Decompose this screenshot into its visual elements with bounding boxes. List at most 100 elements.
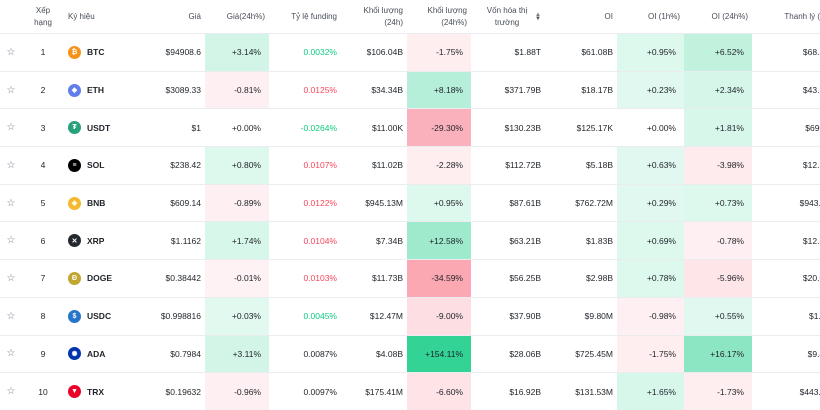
- volume-cell: $11.00K: [341, 108, 407, 147]
- volume-cell: $175.41M: [341, 372, 407, 410]
- oi-column-header[interactable]: OI: [604, 11, 613, 21]
- star-icon[interactable]: ☆: [6, 272, 16, 284]
- symbol-cell[interactable]: $ USDC: [64, 296, 142, 335]
- star-icon[interactable]: ☆: [6, 348, 16, 360]
- star-icon[interactable]: ☆: [6, 197, 16, 209]
- volume-cell: $34.34B: [341, 70, 407, 109]
- coin-label: $ USDC: [68, 309, 111, 323]
- price-cell: $0.7984: [142, 334, 205, 373]
- market-cap-cell: $56.25B: [471, 259, 545, 298]
- coin-label: ◆ ETH: [68, 83, 104, 97]
- table-row[interactable]: ☆ 1 ₿ BTC $94908.6 +3.14% 0.0032% $106.04B -1.75…: [0, 33, 820, 72]
- volume-column-header[interactable]: Khối lượng (24h): [363, 5, 403, 27]
- oi-24h-cell: -0.78%: [684, 221, 752, 260]
- volume-change-column-header[interactable]: Khối lượng (24h%): [427, 5, 467, 27]
- funding-cell: 0.0122%: [269, 183, 341, 222]
- table-row[interactable]: ☆ 5 ◈ BNB $609.14 -0.89% 0.0122% $945.13M +0.95%…: [0, 183, 820, 222]
- favorite-cell: ☆: [0, 259, 22, 298]
- price-change-cell: -0.81%: [205, 70, 269, 109]
- star-icon[interactable]: ☆: [6, 122, 16, 134]
- liquidation-cell: $943.50K: [752, 183, 820, 222]
- star-icon[interactable]: ☆: [6, 310, 16, 322]
- table-row[interactable]: ☆ 7 Ð DOGE $0.38442 -0.01% 0.0103% $11.73B -34.5…: [0, 259, 820, 298]
- coin-label: Ð DOGE: [68, 271, 113, 285]
- table-row[interactable]: ☆ 6 ✕ XRP $1.1162 +1.74% 0.0104% $7.34B +12.58% $…: [0, 221, 820, 260]
- star-icon[interactable]: ☆: [6, 386, 16, 398]
- price-cell: $0.19632: [142, 372, 205, 410]
- symbol-cell[interactable]: ₮ USDT: [64, 108, 142, 147]
- favorite-cell: ☆: [0, 183, 22, 222]
- rank-cell: 8: [22, 296, 64, 335]
- star-icon[interactable]: ☆: [6, 235, 16, 247]
- coin-label: ◈ BNB: [68, 196, 105, 210]
- oi-24h-cell: +6.52%: [684, 33, 752, 72]
- symbol-text: ETH: [87, 85, 104, 96]
- favorite-cell: ☆: [0, 146, 22, 185]
- xrp-icon: ✕: [68, 234, 81, 248]
- liquidation-column-header[interactable]: Thanh lý (24h): [784, 11, 820, 21]
- market-cap-cell: $371.79B: [471, 70, 545, 109]
- symbol-cell[interactable]: Ð DOGE: [64, 259, 142, 298]
- oi-1h-column-header[interactable]: OI (1h%): [647, 11, 680, 21]
- market-cap-cell: $112.72B: [471, 146, 545, 185]
- volume-cell: $11.02B: [341, 146, 407, 185]
- favorite-cell: ☆: [0, 221, 22, 260]
- symbol-text: TRX: [87, 386, 104, 397]
- symbol-cell[interactable]: ▼ TRX: [64, 372, 142, 410]
- funding-column-header[interactable]: Tỷ lệ funding: [291, 11, 337, 21]
- symbol-cell[interactable]: ₿ BTC: [64, 33, 142, 72]
- market-cap-cell: $130.23B: [471, 108, 545, 147]
- tether-icon: ₮: [68, 121, 81, 135]
- price-column-header[interactable]: Giá: [188, 11, 201, 21]
- funding-cell: 0.0087%: [269, 334, 341, 373]
- oi-24h-cell: +0.73%: [684, 183, 752, 222]
- table-row[interactable]: ☆ 9 ✺ ADA $0.7984 +3.11% 0.0087% $4.08B +154.11%…: [0, 334, 820, 373]
- table-row[interactable]: ☆ 4 ≡ SOL $238.42 +0.80% 0.0107% $11.02B -2.28% $…: [0, 146, 820, 185]
- liquidation-cell: $12.33M: [752, 221, 820, 260]
- table-row[interactable]: ☆ 10 ▼ TRX $0.19632 -0.96% 0.0097% $175.41M -6.6…: [0, 372, 820, 410]
- table-row[interactable]: ☆ 3 ₮ USDT $1 +0.00% -0.0264% $11.00K -29.30% $13…: [0, 108, 820, 147]
- table-row[interactable]: ☆ 8 $ USDC $0.998816 +0.03% 0.0045% $12.47M -9.0…: [0, 296, 820, 335]
- rank-cell: 5: [22, 183, 64, 222]
- price-change-column-header[interactable]: Giá(24h%): [226, 11, 265, 21]
- rank-cell: 6: [22, 221, 64, 260]
- rank-cell: 2: [22, 70, 64, 109]
- table-row[interactable]: ☆ 2 ◆ ETH $3089.33 -0.81% 0.0125% $34.34B +8.18%…: [0, 70, 820, 109]
- oi-1h-cell: +0.63%: [617, 146, 684, 185]
- volume-change-cell: -34.59%: [407, 259, 471, 298]
- cardano-icon: ✺: [68, 347, 81, 361]
- star-icon[interactable]: ☆: [6, 84, 16, 96]
- usdc-icon: $: [68, 309, 81, 323]
- star-icon[interactable]: ☆: [6, 159, 16, 171]
- star-icon[interactable]: ☆: [6, 46, 16, 58]
- favorite-cell: ☆: [0, 70, 22, 109]
- symbol-cell[interactable]: ✕ XRP: [64, 221, 142, 260]
- oi-24h-cell: -1.73%: [684, 372, 752, 410]
- symbol-cell[interactable]: ≡ SOL: [64, 146, 142, 185]
- oi-cell: $125.17K: [545, 108, 617, 147]
- symbol-column-header[interactable]: Ký hiệu: [68, 11, 95, 21]
- ethereum-icon: ◆: [68, 83, 81, 97]
- oi-cell: $9.80M: [545, 296, 617, 335]
- market-cap-column-header[interactable]: Vốn hóa thị trường ▲ ▼: [471, 0, 545, 34]
- volume-change-cell: +154.11%: [407, 334, 471, 373]
- symbol-cell[interactable]: ◆ ETH: [64, 70, 142, 109]
- liquidation-cell: $12.39M: [752, 146, 820, 185]
- rank-column-header[interactable]: Xếp hạng: [34, 5, 52, 27]
- volume-cell: $4.08B: [341, 334, 407, 373]
- table-body: ☆ 1 ₿ BTC $94908.6 +3.14% 0.0032% $106.04B -1.75…: [0, 33, 820, 410]
- oi-24h-cell: -5.96%: [684, 259, 752, 298]
- price-change-cell: +0.80%: [205, 146, 269, 185]
- favorite-cell: ☆: [0, 334, 22, 373]
- symbol-cell[interactable]: ✺ ADA: [64, 334, 142, 373]
- volume-cell: $106.04B: [341, 33, 407, 72]
- liquidation-cell: $443.23K: [752, 372, 820, 410]
- symbol-cell[interactable]: ◈ BNB: [64, 183, 142, 222]
- volume-cell: $11.73B: [341, 259, 407, 298]
- symbol-text: DOGE: [87, 273, 113, 284]
- price-change-cell: +0.03%: [205, 296, 269, 335]
- sort-icon[interactable]: ▲ ▼: [535, 11, 541, 22]
- oi-cell: $5.18B: [545, 146, 617, 185]
- oi-24h-column-header[interactable]: OI (24h%): [711, 11, 748, 21]
